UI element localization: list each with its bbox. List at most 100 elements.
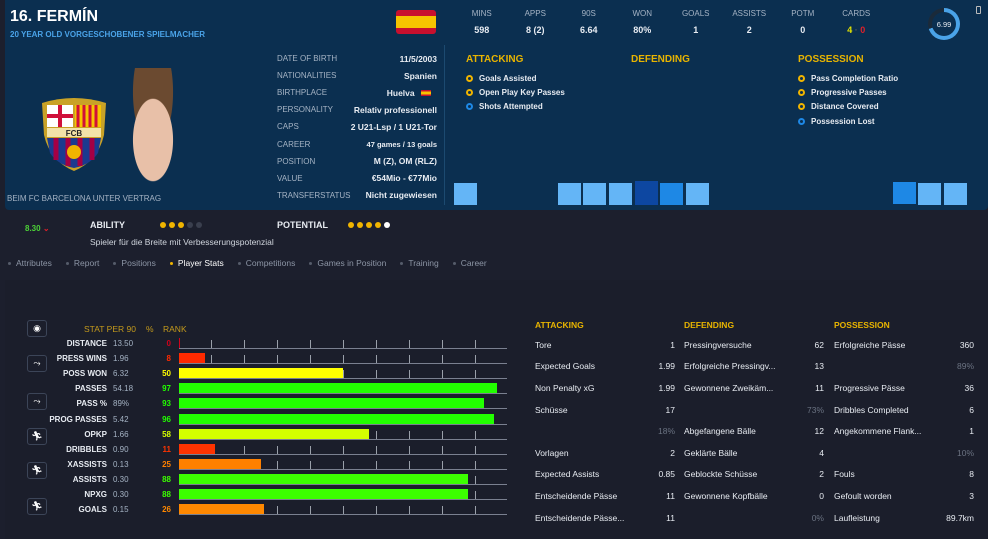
info-value: €54Mio - €77Mio bbox=[371, 173, 437, 184]
table-row: Geklärte Bälle 4 bbox=[684, 442, 824, 464]
tab-competitions[interactable]: Competitions bbox=[238, 258, 296, 268]
shooting-icon[interactable]: 🏃︎ bbox=[27, 498, 47, 515]
rank-bar bbox=[179, 473, 468, 484]
stat-row: NPXG 0.30 88 bbox=[20, 487, 507, 502]
form-value: 8.30 bbox=[25, 224, 41, 233]
row-value: 17 bbox=[665, 404, 675, 415]
info-value: Spanien bbox=[403, 70, 437, 81]
form-block bbox=[660, 183, 683, 205]
dribble-icon[interactable]: 🏃︎ bbox=[27, 462, 47, 479]
info-value: 11/5/2003 bbox=[399, 53, 437, 64]
tackle-icon[interactable]: ⤳ bbox=[27, 355, 47, 372]
info-value: 47 games / 13 goals bbox=[366, 139, 437, 149]
row-value: 1.99 bbox=[658, 382, 675, 393]
table-row: Geblockte Schüsse 2 bbox=[684, 464, 824, 486]
table-row: Vorlagen 2 bbox=[535, 442, 675, 464]
form-block bbox=[583, 183, 606, 205]
info-label: CAPS bbox=[277, 122, 299, 132]
ability-description: Spieler für die Breite mit Verbesserungs… bbox=[90, 237, 274, 247]
stat-label: MINS bbox=[471, 9, 492, 18]
player-name: 16. FERMÍN bbox=[10, 8, 99, 25]
row-label: Expected Goals bbox=[535, 361, 596, 372]
player-info: DATE OF BIRTH 11/5/2003 NATIONALITIES Span… bbox=[277, 50, 437, 204]
info-label: DATE OF BIRTH bbox=[277, 54, 338, 64]
stat-name: PROG PASSES bbox=[49, 414, 107, 424]
row-label: Geblockte Schüsse bbox=[684, 469, 758, 480]
stat-percentile: 11 bbox=[162, 444, 171, 454]
table-row: Gewonnene Zweikäm... 11 bbox=[684, 377, 824, 399]
potential-stars bbox=[348, 220, 393, 230]
player-role: 20 YEAR OLD VORGESCHOBENER SPIELMACHER bbox=[10, 30, 205, 39]
rank-bar bbox=[179, 504, 265, 515]
table-row: Fouls 8 bbox=[834, 464, 974, 486]
info-label: TRANSFERSTATUS bbox=[277, 190, 351, 200]
tab-games-in-position[interactable]: Games in Position bbox=[309, 258, 386, 268]
stat-row: PROG PASSES 5.42 96 bbox=[20, 412, 507, 427]
dribble-icon[interactable]: 🏃︎ bbox=[27, 428, 47, 445]
stat-value: 6.32 bbox=[113, 369, 129, 379]
stat-value: 5.42 bbox=[113, 414, 129, 424]
contract-status: BEIM FC BARCELONA UNTER VERTRAG bbox=[7, 194, 162, 203]
stat-value: 8 (2) bbox=[525, 25, 545, 35]
table-row: Angekommene Flank... 1 bbox=[834, 420, 974, 442]
rank-bar bbox=[179, 413, 494, 424]
tab-attributes[interactable]: Attributes bbox=[8, 258, 52, 268]
tab-player-stats[interactable]: Player Stats bbox=[170, 258, 224, 268]
row-value: 6 bbox=[969, 404, 974, 415]
row-value: 0% bbox=[811, 512, 824, 523]
row-value: 11 bbox=[666, 490, 675, 501]
birthplace: Huelva bbox=[386, 87, 415, 98]
defending-traits: DEFENDING bbox=[631, 54, 690, 71]
rank-bar bbox=[179, 368, 343, 379]
row-label: Erfolgreiche Pässe bbox=[834, 339, 906, 350]
stat-row: GOALS 0.15 26 bbox=[20, 502, 507, 517]
section-title: POSSESSION bbox=[798, 54, 864, 65]
stat-value: 13.50 bbox=[113, 339, 134, 348]
stat-value: 6.64 bbox=[579, 25, 598, 35]
battery-icon bbox=[976, 6, 981, 14]
stat-value: 1.96 bbox=[113, 354, 129, 364]
stat-label: ASSISTS bbox=[732, 9, 767, 18]
tab-training[interactable]: Training bbox=[400, 258, 438, 268]
tab-career[interactable]: Career bbox=[453, 258, 487, 268]
row-label: Non Penalty xG bbox=[535, 382, 595, 393]
divider bbox=[444, 45, 445, 205]
stat-header: STAT PER 90 bbox=[84, 324, 136, 334]
stat-percentile: 93 bbox=[162, 399, 171, 409]
stat-percentile: 58 bbox=[162, 429, 171, 439]
row-label: Progressive Pässe bbox=[834, 382, 905, 393]
table-row: Gewonnene Kopfbälle 0 bbox=[684, 485, 824, 507]
stat-row: PASS % 89% 93 bbox=[20, 396, 507, 411]
player-photo bbox=[118, 68, 188, 188]
row-value: 10% bbox=[956, 447, 974, 458]
rank-track bbox=[179, 458, 507, 470]
trait: Goals Assisted bbox=[479, 73, 537, 83]
table-row: 18% bbox=[535, 420, 675, 442]
stat-label: POTM bbox=[791, 9, 815, 18]
stats-table-attacking: ATTACKING Tore 1 Expected Goals 1.99 Non Pena… bbox=[535, 320, 675, 528]
stat-percentile: 25 bbox=[162, 459, 171, 469]
rank-track bbox=[179, 353, 507, 365]
stat-name: PRESS WINS bbox=[56, 354, 107, 364]
chevron-down-icon: ⌄ bbox=[42, 224, 50, 233]
fc-barcelona-crest-icon: FCB bbox=[42, 98, 106, 171]
rank-track bbox=[179, 428, 507, 440]
season-stats: MINS 598 APPS 8 (2) 90S 6.64 WON 80% GOALS 1 … bbox=[455, 9, 883, 35]
rank-track bbox=[179, 489, 507, 500]
stat-value: 0 bbox=[800, 25, 806, 35]
trait: Possession Lost bbox=[811, 116, 875, 126]
row-value: 1 bbox=[969, 426, 974, 437]
row-value: 1 bbox=[670, 339, 675, 350]
tab-bar: Attributes Report Positions Player Stats… bbox=[8, 258, 501, 268]
table-row: Laufleistung 89.7km bbox=[834, 507, 974, 529]
rank-bar bbox=[179, 489, 468, 499]
table-row: Dribbles Completed 6 bbox=[834, 399, 974, 421]
tackle-icon[interactable]: ⤳ bbox=[27, 393, 47, 410]
stat-row: XASSISTS 0.13 25 bbox=[20, 457, 507, 472]
tab-report[interactable]: Report bbox=[66, 258, 100, 268]
player-profile-icon[interactable]: ◉ bbox=[27, 320, 47, 337]
stat-value: 0.15 bbox=[113, 505, 129, 515]
info-value: Relativ professionell bbox=[353, 104, 437, 115]
stat-row: DRIBBLES 0.90 11 bbox=[20, 442, 507, 457]
tab-positions[interactable]: Positions bbox=[113, 258, 156, 268]
